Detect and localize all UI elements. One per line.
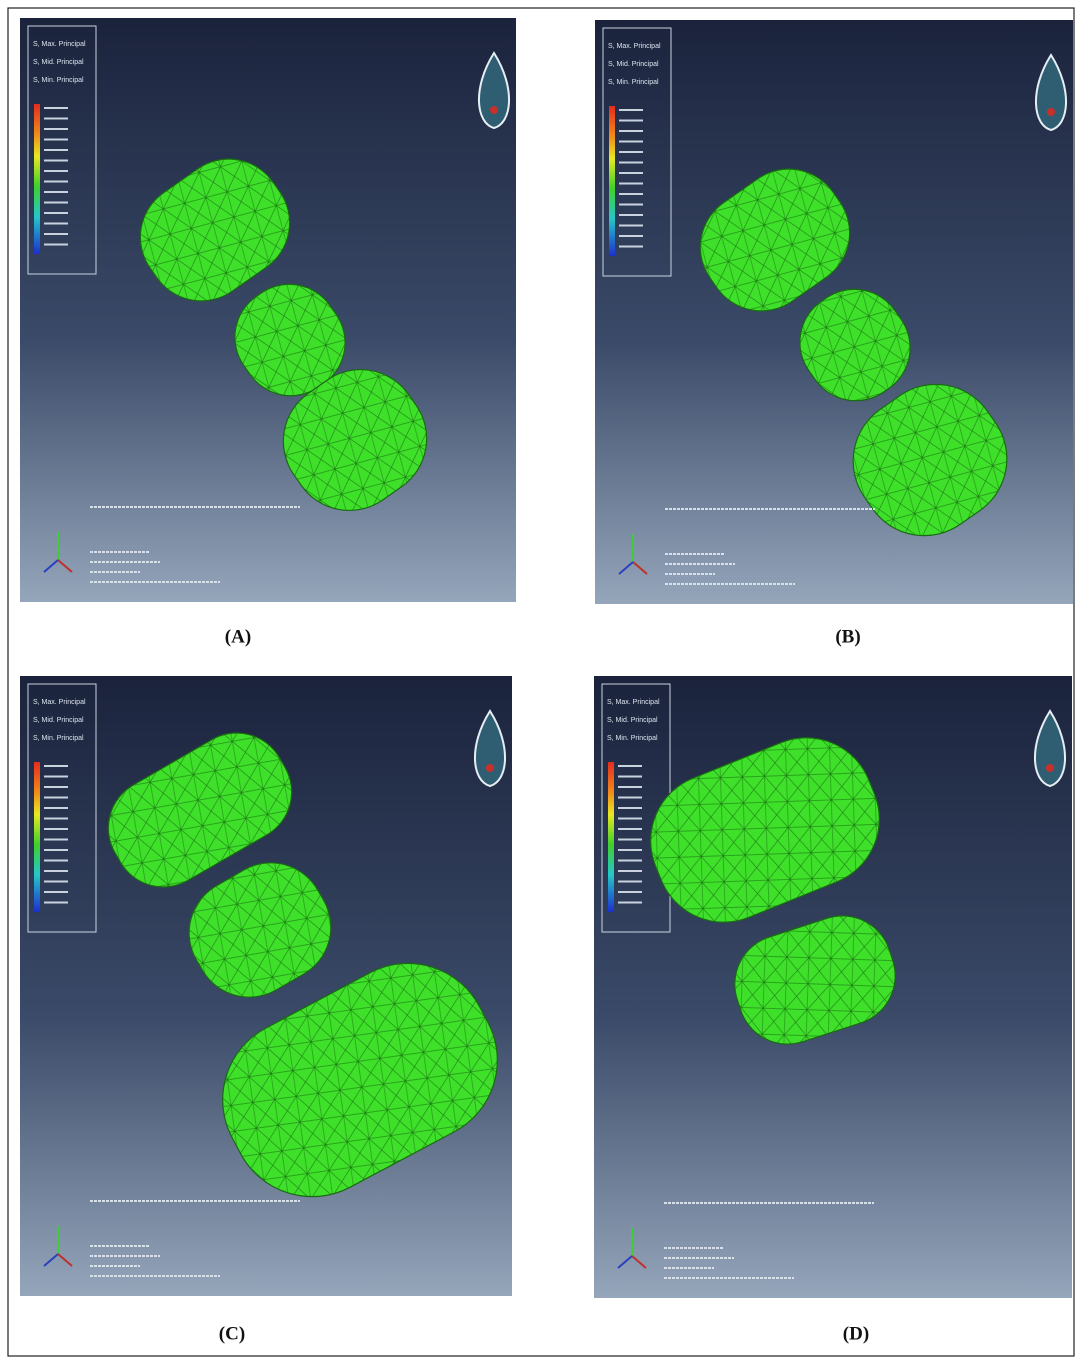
legend-heading: S, Mid. Principal [33,59,84,66]
caption: (C) [219,1323,245,1344]
legend-heading: S, Mid. Principal [607,717,658,724]
panel: S, Max. Principal S, Mid. Principal S, Min… [594,676,1072,1298]
legend-heading: S, Max. Principal [608,43,661,50]
panel: S, Max. Principal S, Mid. Principal S, Min… [20,18,516,602]
legend-heading: S, Min. Principal [607,735,658,742]
legend-heading: S, Min. Principal [33,77,84,84]
caption: (B) [835,626,860,647]
view-compass-center [1047,108,1055,116]
caption: (A) [225,626,251,647]
legend-heading: S, Max. Principal [33,699,86,706]
color-bar [34,104,40,254]
legend-heading: S, Mid. Principal [608,61,659,68]
color-bar [34,762,40,912]
legend-heading: S, Min. Principal [33,735,84,742]
legend-heading: S, Max. Principal [607,699,660,706]
panel: S, Max. Principal S, Mid. Principal S, Min… [20,676,526,1296]
legend-heading: S, Mid. Principal [33,717,84,724]
panel: S, Max. Principal S, Mid. Principal S, Min… [595,20,1073,604]
figure: S, Max. Principal S, Mid. Principal S, Min… [0,0,1077,1358]
caption: (D) [843,1323,869,1344]
view-compass-center [486,764,494,772]
color-bar [609,106,615,256]
color-bar [608,762,614,912]
legend-heading: S, Max. Principal [33,41,86,48]
view-compass-center [1046,764,1054,772]
legend-heading: S, Min. Principal [608,79,659,86]
view-compass-center [490,106,498,114]
